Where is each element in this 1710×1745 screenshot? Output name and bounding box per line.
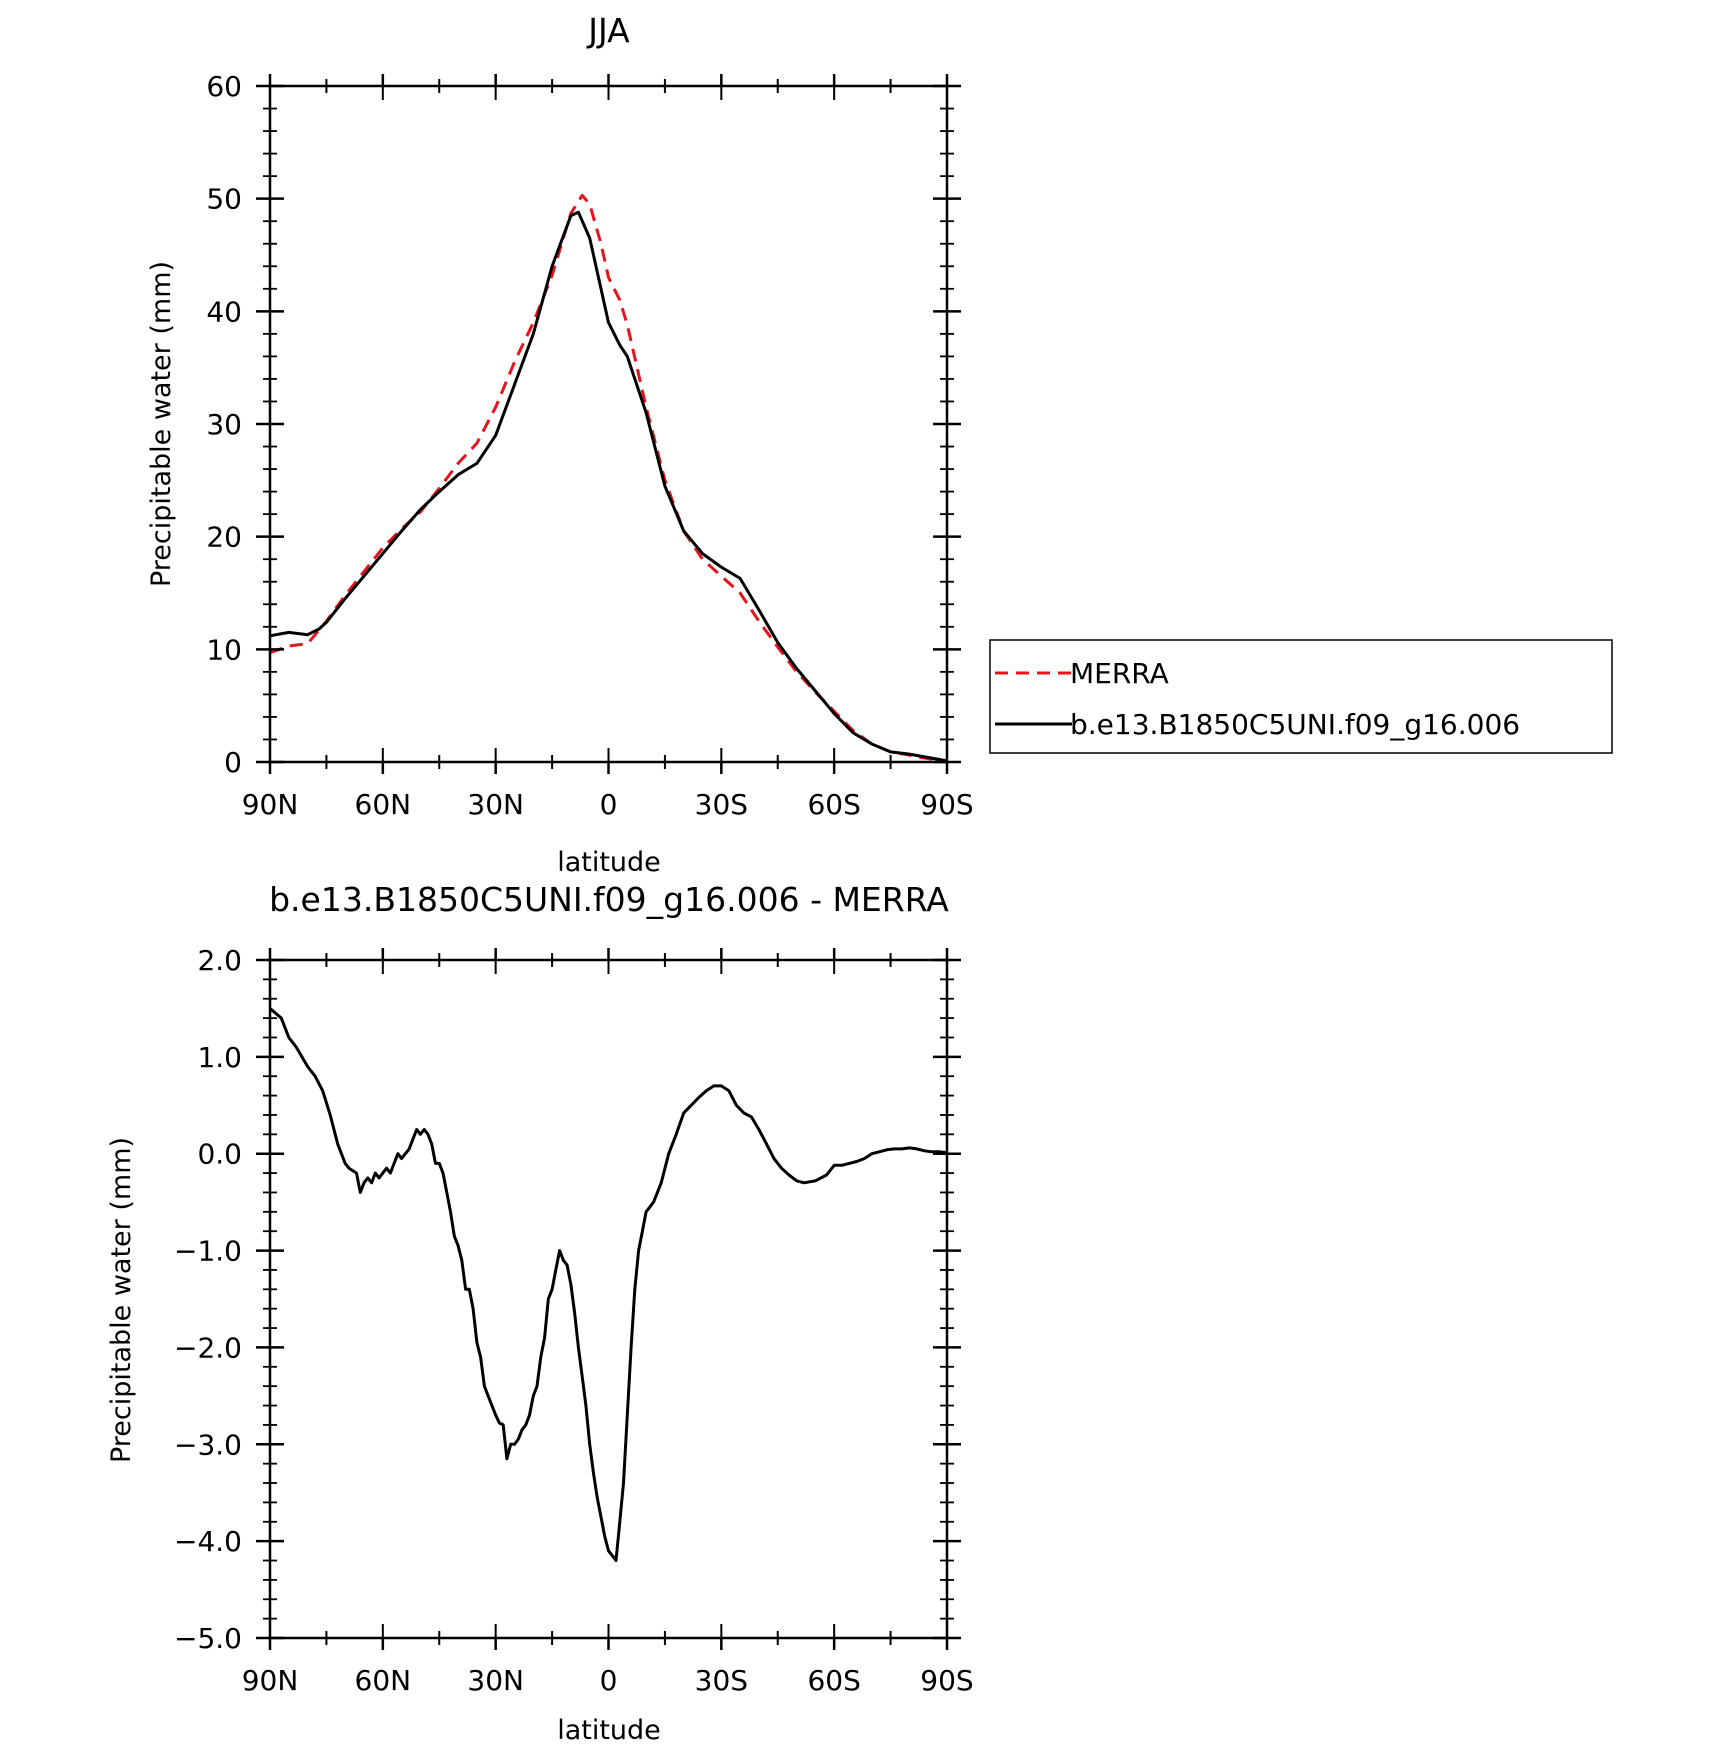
x-tick-label: 90N [242, 788, 299, 821]
top-panel: JJA 90N 60N 30N 0 30S 60S 90S 0 10 20 30 40 50 60 Pre… [146, 11, 1613, 878]
y-tick-label: 60 [206, 70, 242, 103]
legend-label-model: b.e13.B1850C5UNI.f09_g16.006 [1070, 708, 1520, 741]
x-tick-label: 0 [600, 1664, 618, 1697]
bottom-panel: b.e13.B1850C5UNI.f09_g16.006 - MERRA 90N… [106, 880, 974, 1745]
x-tick-label: 90S [920, 788, 973, 821]
legend: MERRA b.e13.B1850C5UNI.f09_g16.006 [989, 639, 1613, 754]
top-chart-ticks: 90N 60N 30N 0 30S 60S 90S 0 10 20 30 40 50 60 [206, 70, 973, 821]
bottom-chart-title: b.e13.B1850C5UNI.f09_g16.006 - MERRA [269, 880, 949, 919]
top-y-axis-label: Precipitable water (mm) [146, 261, 177, 587]
x-tick-label: 30S [695, 1664, 748, 1697]
x-tick-label: 30N [467, 788, 524, 821]
x-tick-label: 60N [355, 788, 412, 821]
y-tick-label: −3.0 [174, 1428, 242, 1461]
bottom-x-axis-label: latitude [557, 1715, 661, 1745]
legend-label-merra: MERRA [1070, 657, 1169, 690]
y-tick-label: 40 [206, 295, 242, 328]
x-tick-label: 30N [467, 1664, 524, 1697]
top-plot-frame [268, 84, 949, 764]
y-tick-label: 0 [224, 746, 242, 779]
bottom-plot-frame [268, 958, 949, 1640]
x-tick-label: 60S [807, 788, 860, 821]
y-tick-label: 10 [206, 633, 242, 666]
x-tick-label: 60S [807, 1664, 860, 1697]
x-tick-label: 0 [600, 788, 618, 821]
y-tick-label: 1.0 [197, 1041, 242, 1074]
y-tick-label: 50 [206, 183, 242, 216]
series-line-0-0 [269, 193, 948, 764]
x-tick-label: 30S [695, 788, 748, 821]
y-tick-label: 0.0 [197, 1138, 242, 1171]
y-tick-label: 30 [206, 408, 242, 441]
y-tick-label: −1.0 [174, 1235, 242, 1268]
top-chart-title: JJA [586, 11, 630, 50]
y-tick-label: −2.0 [174, 1331, 242, 1364]
x-tick-label: 90N [242, 1664, 299, 1697]
legend-box [989, 639, 1613, 754]
series-line-0-1 [269, 210, 948, 763]
x-tick-label: 90S [920, 1664, 973, 1697]
bottom-chart-lines [269, 1007, 948, 1562]
y-tick-label: 20 [206, 521, 242, 554]
y-tick-label: −4.0 [174, 1525, 242, 1558]
top-chart-lines [269, 193, 948, 764]
bottom-chart-ticks: 90N 60N 30N 0 30S 60S 90S 2.0 1.0 0.0 −1.0 −2.0 −3.0… [174, 944, 974, 1697]
x-tick-label: 60N [355, 1664, 412, 1697]
top-x-axis-label: latitude [557, 847, 661, 878]
y-tick-label: 2.0 [197, 944, 242, 977]
bottom-y-axis-label: Precipitable water (mm) [106, 1137, 137, 1463]
y-tick-label: −5.0 [174, 1622, 242, 1655]
series-line-1-0 [269, 1007, 948, 1562]
